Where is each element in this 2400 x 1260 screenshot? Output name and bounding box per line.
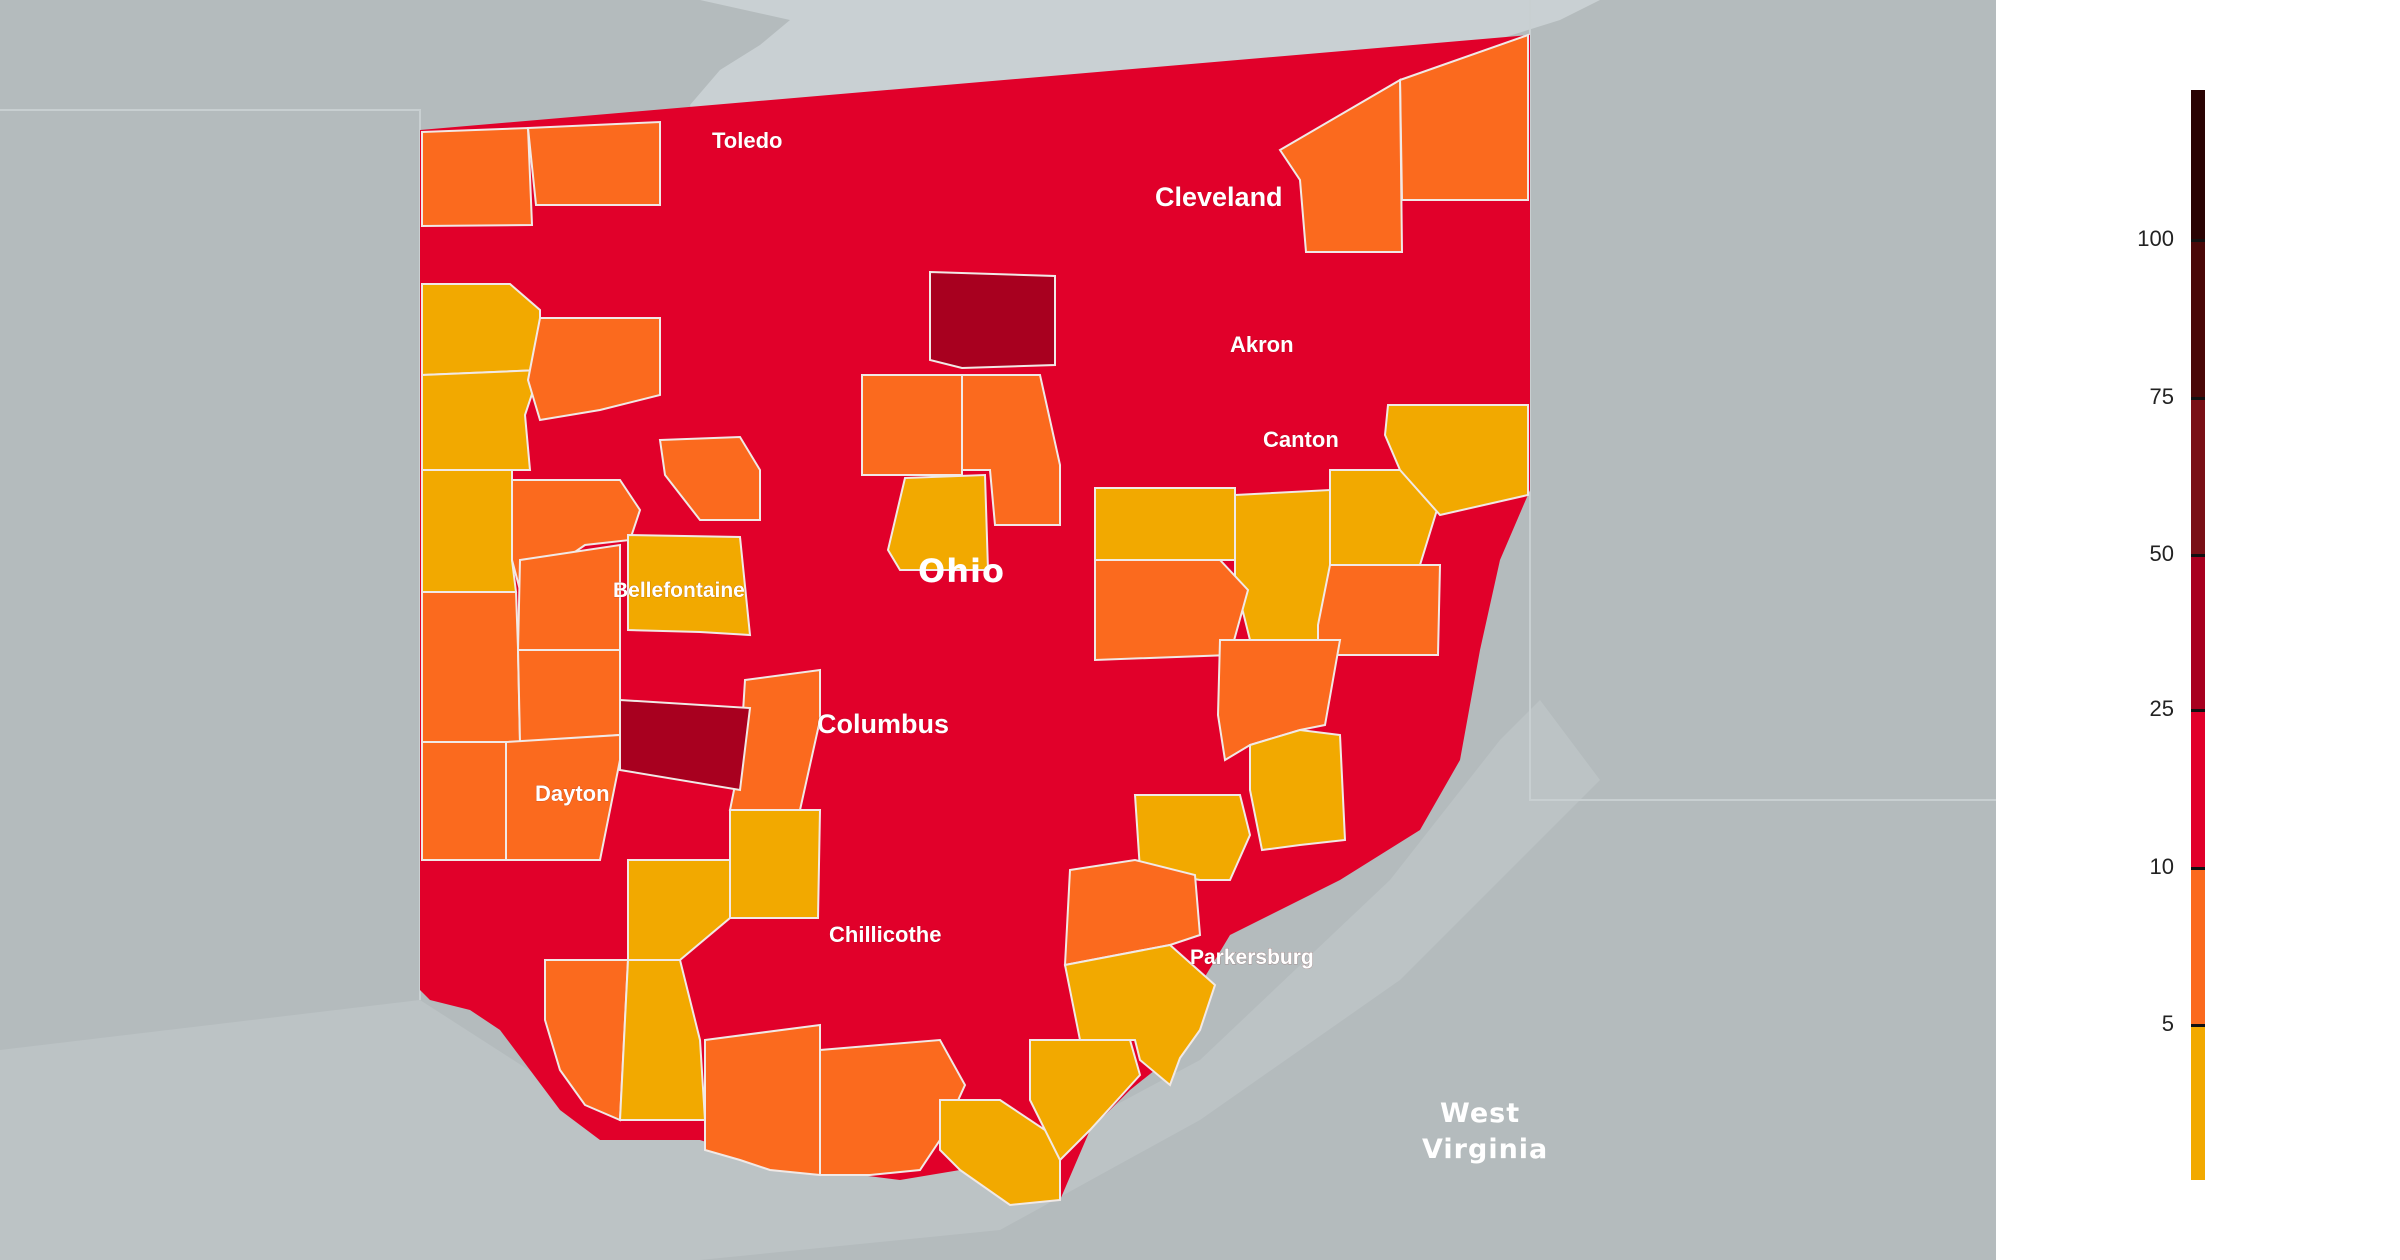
- county-fulton[interactable]: [526, 120, 661, 206]
- county-clinton[interactable]: [627, 859, 731, 961]
- legend-segment: [2191, 240, 2205, 398]
- legend-tick-mark: [2191, 709, 2205, 712]
- county-mercer[interactable]: [421, 591, 522, 743]
- county-hancock[interactable]: [658, 435, 761, 521]
- legend-tick-mark: [2191, 397, 2205, 400]
- county-fayette[interactable]: [729, 809, 822, 919]
- county-scioto[interactable]: [819, 1038, 967, 1176]
- legend-segment: [2191, 710, 2205, 868]
- county-darke[interactable]: [421, 741, 507, 861]
- label-west-virginia-line2: Virginia: [1422, 1134, 1548, 1165]
- map-panel[interactable]: Toledo Cleveland Akron Canton Ohio Belle…: [0, 0, 1996, 1260]
- county-van-wert[interactable]: [421, 469, 518, 593]
- county-williams[interactable]: [421, 126, 534, 228]
- county-columbiana[interactable]: [1383, 404, 1529, 517]
- legend-segment: [2191, 868, 2205, 1025]
- county-harrison[interactable]: [1317, 564, 1442, 656]
- label-dayton: Dayton: [535, 781, 610, 806]
- county-lake-geauga[interactable]: [1278, 78, 1404, 253]
- legend-tick-mark: [2191, 867, 2205, 870]
- legend-tick-label: 10: [2149, 854, 2174, 879]
- legend-tick-mark: [2191, 239, 2205, 242]
- county-logan[interactable]: [627, 533, 752, 637]
- county-champaign[interactable]: [619, 698, 752, 792]
- legend-tick-label: 25: [2149, 696, 2174, 721]
- legend-segment: [2191, 90, 2205, 240]
- legend-tick-label: 75: [2149, 384, 2174, 409]
- label-bellefontaine: Bellefontaine: [613, 579, 745, 602]
- county-crawford[interactable]: [861, 374, 963, 476]
- label-akron: Akron: [1230, 332, 1294, 357]
- legend-panel: 100 75 50 25 10 5: [1996, 0, 2400, 1260]
- ohio-choropleth-map[interactable]: Toledo Cleveland Akron Canton Ohio Belle…: [0, 0, 1996, 1260]
- county-richland[interactable]: [961, 374, 1061, 526]
- label-west-virginia-line1: West: [1440, 1098, 1520, 1129]
- legend-segment: [2191, 555, 2205, 710]
- legend-tick-label: 100: [2137, 226, 2174, 251]
- county-lawrence[interactable]: [939, 1099, 1061, 1207]
- label-cleveland: Cleveland: [1155, 182, 1283, 212]
- county-putnam[interactable]: [526, 317, 661, 422]
- label-canton: Canton: [1263, 427, 1339, 452]
- label-toledo: Toledo: [712, 128, 782, 153]
- legend-tick-mark: [2191, 1024, 2205, 1027]
- county-auglaize[interactable]: [516, 543, 621, 651]
- county-carroll[interactable]: [1329, 469, 1442, 566]
- county-coshocton[interactable]: [1094, 559, 1250, 662]
- county-noble[interactable]: [1249, 728, 1347, 852]
- county-miami-montgomery[interactable]: [505, 733, 621, 861]
- legend-segment: [2191, 1025, 2205, 1180]
- legend-segment: [2191, 398, 2205, 555]
- county-defiance[interactable]: [421, 283, 541, 377]
- county-shelby[interactable]: [516, 649, 621, 744]
- county-holmes[interactable]: [1094, 487, 1236, 561]
- legend-tick-mark: [2191, 554, 2205, 557]
- county-brown[interactable]: [618, 959, 707, 1121]
- river-valley: [0, 700, 1600, 1260]
- label-columbus: Columbus: [817, 709, 949, 739]
- label-chillicothe: Chillicothe: [829, 922, 941, 947]
- legend-tick-label: 50: [2149, 541, 2174, 566]
- county-paulding[interactable]: [421, 368, 542, 471]
- county-tuscarawas[interactable]: [1234, 488, 1331, 641]
- county-adams[interactable]: [704, 1023, 821, 1177]
- county-huron[interactable]: [929, 270, 1056, 370]
- county-morrow[interactable]: [886, 473, 990, 571]
- counties: [421, 33, 1529, 1207]
- label-parkersburg: Parkersburg: [1190, 946, 1314, 969]
- county-gallia[interactable]: [1029, 1039, 1142, 1162]
- label-ohio: Ohio: [918, 552, 1005, 590]
- legend-tick-label: 5: [2161, 1011, 2174, 1036]
